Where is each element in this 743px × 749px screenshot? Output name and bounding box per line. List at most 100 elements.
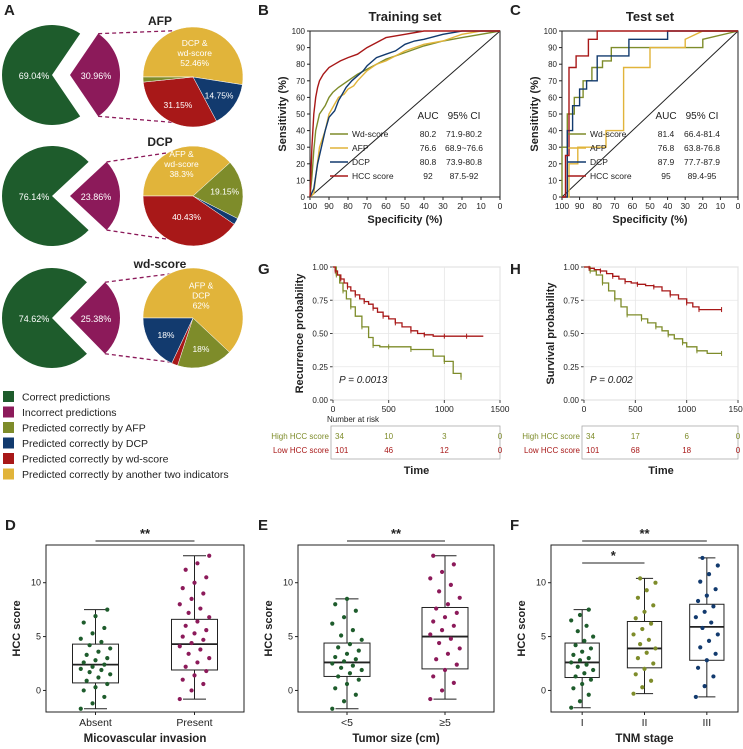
data-point — [575, 629, 580, 634]
x-axis-label: Specificity (%) — [367, 214, 443, 226]
y-tick-label: 0 — [541, 685, 546, 695]
data-point — [711, 604, 716, 609]
detail-slice-label: DCP & wd-score 52.46% — [176, 38, 212, 68]
data-point — [353, 657, 358, 662]
data-point — [698, 579, 703, 584]
y-tick-label: 5 — [541, 632, 546, 642]
data-point — [189, 640, 194, 646]
x-tick-label: 60 — [381, 201, 391, 211]
data-point — [573, 674, 578, 679]
legend-ci-value: 66.4-81.4 — [684, 129, 720, 139]
x-tick-label: 100 — [555, 201, 569, 211]
roc-curve — [309, 30, 500, 198]
risk-count: 12 — [440, 446, 449, 455]
data-point — [434, 606, 439, 611]
data-point — [582, 671, 587, 676]
x-tick-label: 10 — [476, 201, 486, 211]
legend-swatch — [3, 406, 14, 418]
legend-auc-value: 95 — [661, 171, 671, 181]
data-point — [644, 588, 649, 593]
y-tick-label: 0 — [553, 193, 558, 202]
data-point — [108, 672, 113, 677]
data-point — [439, 628, 445, 633]
detail-slice — [142, 317, 194, 364]
data-point — [454, 662, 459, 667]
data-point — [96, 649, 101, 654]
data-point — [177, 644, 182, 649]
data-point — [704, 593, 709, 598]
pie-group-1: AFP 69.04% 30.96% DCP & wd-score 52.46% 14.75%… — [2, 14, 244, 128]
data-point — [640, 685, 645, 690]
x-axis-label: Time — [648, 465, 673, 477]
y-tick-label: 0.00 — [312, 396, 328, 405]
data-point — [339, 665, 344, 670]
risk-count: 6 — [684, 432, 689, 441]
roc-curve — [309, 30, 500, 198]
data-point — [706, 638, 712, 643]
data-point — [99, 667, 104, 673]
legend-auc-value: 76.8 — [658, 143, 675, 153]
y-tick-label: 0 — [36, 685, 41, 695]
data-point — [584, 623, 589, 628]
significance-label: ** — [639, 526, 650, 541]
data-point — [644, 650, 649, 655]
y-tick-label: 30 — [548, 143, 557, 152]
risk-table-frame — [330, 425, 501, 460]
y-tick-label: 0.25 — [563, 363, 579, 372]
data-point — [702, 609, 707, 614]
data-point — [631, 691, 636, 696]
legend-auc-value: 80.2 — [420, 129, 437, 139]
data-point — [353, 608, 358, 613]
legend-swatch — [3, 453, 14, 464]
detail-slice-label: AFP & wd-score 38.3% — [163, 149, 199, 179]
legend-swatch — [3, 437, 14, 449]
data-point — [653, 646, 658, 651]
y-tick-label: 60 — [548, 93, 557, 102]
data-point — [84, 678, 89, 683]
data-point — [356, 677, 361, 682]
x-tick-label: 40 — [419, 201, 429, 211]
risk-group-label: High HCC score — [522, 432, 580, 441]
legend-series-name: HCC score — [352, 171, 394, 181]
legend-swatch — [3, 391, 14, 402]
panel-letter-c: C — [510, 2, 521, 19]
data-point — [577, 612, 583, 618]
data-point — [693, 615, 698, 620]
legend-swatch — [3, 468, 14, 480]
data-point — [428, 576, 433, 581]
risk-count: 17 — [631, 432, 640, 441]
data-point — [192, 580, 197, 585]
x-tick-label: 1500 — [729, 404, 743, 414]
data-point — [582, 638, 587, 643]
x-tick-label: 20 — [457, 201, 467, 211]
data-point — [192, 631, 197, 636]
data-point — [183, 567, 188, 572]
data-point — [711, 674, 716, 679]
risk-count: 101 — [586, 446, 600, 455]
y-tick-label: 50 — [296, 110, 305, 119]
y-tick-label: 0.50 — [563, 330, 579, 339]
data-point — [584, 662, 589, 667]
detail-slice — [142, 26, 244, 85]
data-point — [207, 553, 212, 558]
x-tick-label: 1500 — [491, 404, 510, 414]
box — [72, 643, 119, 684]
ci-header: 95% CI — [448, 111, 481, 122]
x-tick-label: ≥5 — [439, 717, 451, 729]
y-tick-label: 5 — [36, 632, 41, 642]
data-point — [198, 647, 203, 652]
data-point — [448, 636, 453, 641]
x-tick-label: 50 — [400, 201, 410, 211]
legend-ci-value: 73.9-80.8 — [446, 157, 482, 167]
data-point — [204, 668, 209, 674]
pie-group-3: wd-score 74.62% 25.38% AFP & DCP 62% 18% 18% — [1, 257, 244, 369]
data-point — [333, 602, 338, 607]
risk-count: 0 — [498, 432, 503, 441]
pie-correct-label: 74.62% — [19, 314, 50, 324]
pie-incorrect-label: 30.96% — [81, 71, 112, 81]
data-point — [635, 656, 641, 661]
x-tick-label: 20 — [698, 201, 708, 211]
data-point — [90, 701, 95, 706]
data-point — [448, 582, 453, 587]
